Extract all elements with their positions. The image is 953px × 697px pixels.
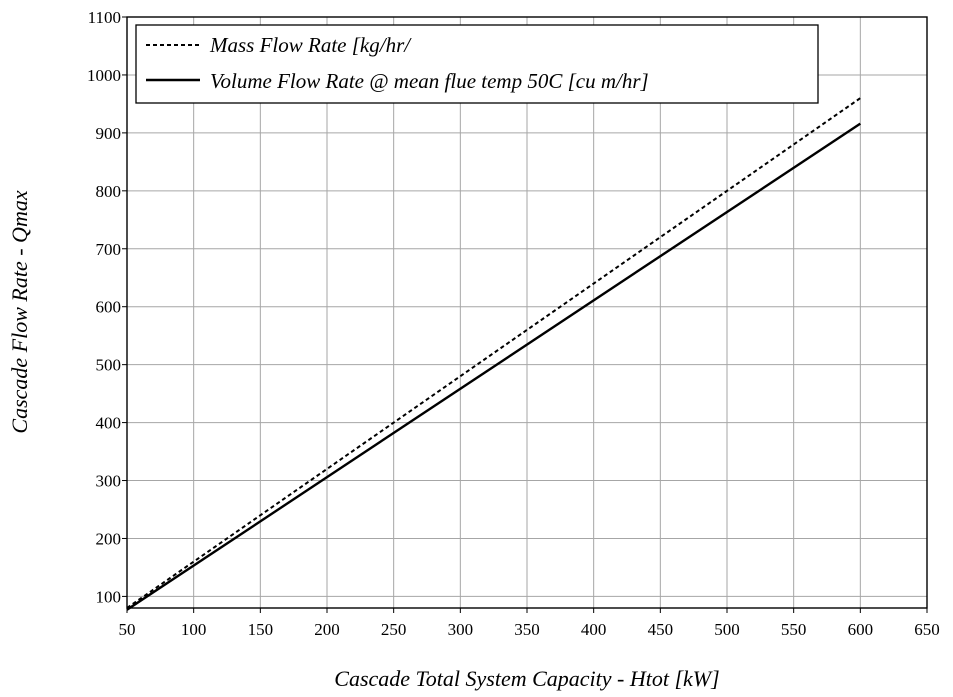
legend: Mass Flow Rate [kg/hr/ Volume Flow Rate … [135, 24, 819, 104]
y-axis-title: Cascade Flow Rate - Qmax [7, 190, 32, 433]
y-tick-label: 100 [96, 587, 122, 606]
y-tick-label: 200 [96, 529, 122, 548]
x-tick-label: 400 [581, 620, 607, 639]
y-axis-ticks: 100 200 300 400 500 600 700 800 900 1000 1100 [87, 8, 127, 606]
series-line-mass-flow [126, 97, 861, 609]
y-tick-label: 800 [96, 182, 122, 201]
y-tick-label: 1000 [87, 66, 121, 85]
x-tick-label: 300 [448, 620, 474, 639]
y-tick-label: 500 [96, 356, 122, 375]
series-line-volume-flow [126, 122, 861, 611]
x-axis-ticks: 50 100 150 200 250 300 350 400 450 500 550 600 650 [119, 608, 940, 639]
x-tick-label: 100 [181, 620, 207, 639]
x-tick-label: 600 [848, 620, 874, 639]
legend-box [135, 24, 819, 104]
x-tick-label: 200 [314, 620, 340, 639]
y-tick-label: 600 [96, 298, 122, 317]
x-tick-label: 450 [648, 620, 674, 639]
legend-label-volume-flow: Volume Flow Rate @ mean flue temp 50C [c… [210, 69, 649, 93]
x-tick-label: 650 [914, 620, 940, 639]
y-tick-label: 700 [96, 240, 122, 259]
x-axis-title: Cascade Total System Capacity - Htot [kW… [334, 666, 719, 691]
y-tick-label: 400 [96, 414, 122, 433]
x-tick-label: 250 [381, 620, 407, 639]
y-tick-label: 300 [96, 472, 122, 491]
legend-label-mass-flow: Mass Flow Rate [kg/hr/ [209, 33, 412, 57]
y-tick-label: 1100 [88, 8, 121, 27]
x-tick-label: 150 [248, 620, 274, 639]
x-tick-label: 500 [714, 620, 740, 639]
x-tick-label: 350 [514, 620, 540, 639]
y-tick-label: 900 [96, 124, 122, 143]
grid [126, 16, 928, 608]
x-tick-label: 550 [781, 620, 807, 639]
x-tick-label: 50 [119, 620, 136, 639]
series-lines [126, 97, 861, 611]
